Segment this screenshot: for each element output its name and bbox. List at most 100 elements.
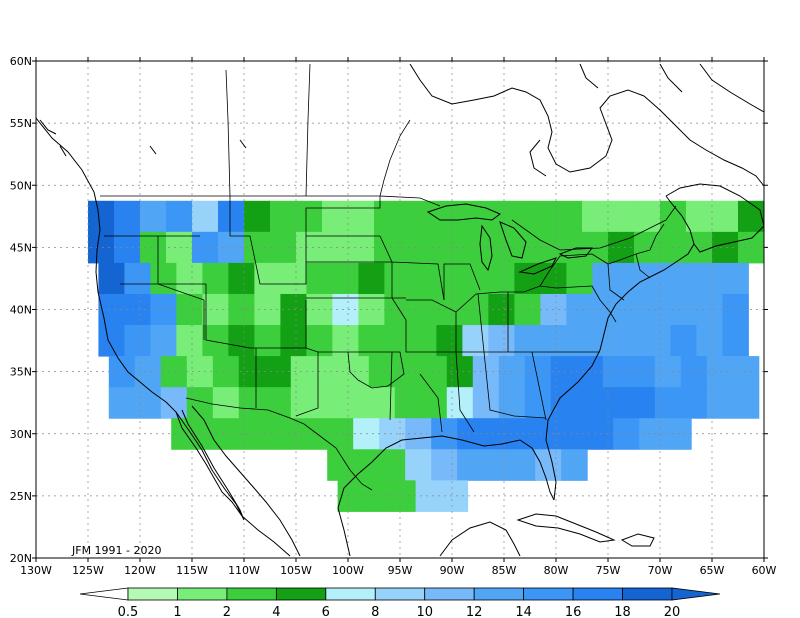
colorbar-label: 14 [515, 605, 532, 618]
lat-label: 55N [10, 117, 32, 130]
data-cell [634, 200, 661, 233]
political-borders [100, 63, 677, 491]
data-cell [696, 325, 723, 357]
colorbar-swatch [275, 587, 327, 601]
data-cell [712, 200, 739, 233]
data-cell [488, 262, 515, 295]
data-cell [88, 231, 115, 264]
colorbar-label: 20 [664, 605, 681, 618]
data-cell [530, 200, 557, 233]
lat-label: 45N [10, 241, 32, 254]
data-cell [566, 325, 593, 357]
gulf-coastline [337, 435, 555, 557]
northern-islands [579, 63, 765, 113]
data-cell [322, 200, 349, 233]
lat-label: 30N [10, 428, 32, 441]
lat-label: 25N [10, 490, 32, 503]
data-cell [582, 200, 609, 233]
data-cell [384, 262, 411, 295]
lat-label: 60N [10, 55, 32, 68]
data-cell [228, 262, 255, 295]
gulf-of-california [191, 405, 301, 557]
lon-label: 100W [332, 564, 364, 577]
data-cell [644, 325, 671, 357]
data-cell [212, 387, 240, 419]
data-cell [483, 449, 510, 481]
data-cell [264, 356, 292, 388]
colorbar-labels: 0.5 1 2 4 6 8 10 12 14 16 18 20 [118, 605, 681, 618]
data-cell [634, 231, 661, 264]
data-cell [114, 200, 141, 233]
lon-label: 65W [700, 564, 725, 577]
axis-ticks [32, 57, 768, 562]
colorbar-swatch [374, 587, 426, 601]
data-cell [576, 356, 604, 388]
data-cell [722, 262, 749, 295]
data-cell [410, 262, 437, 295]
data-cell [686, 200, 713, 233]
colorbar-swatch [424, 587, 475, 601]
data-cell [332, 262, 359, 295]
atlantic-coastline [545, 195, 695, 501]
data-cell [202, 325, 229, 357]
data-cell [186, 356, 214, 388]
data-cell [332, 325, 359, 357]
data-cell [88, 200, 115, 233]
data-cell [384, 325, 411, 357]
us-mexico-border [185, 397, 373, 491]
colorbar-label: 16 [565, 605, 582, 618]
coastlines [35, 63, 765, 557]
data-cell [98, 325, 125, 357]
lon-label: 115W [176, 564, 208, 577]
data-cell [670, 325, 697, 357]
data-cell [498, 387, 526, 419]
data-cell [509, 449, 536, 481]
colorbar-swatch [622, 587, 673, 601]
data-cell [566, 262, 593, 295]
data-cell [358, 262, 385, 295]
data-cell [535, 449, 562, 481]
baja-peninsula [175, 409, 245, 521]
data-cell [280, 293, 307, 326]
data-cell [358, 325, 385, 357]
data-cell [738, 200, 765, 233]
data-cell [244, 231, 271, 264]
data-cell [556, 200, 583, 233]
data-cell [712, 231, 739, 264]
colorbar [79, 587, 721, 601]
data-cell [327, 449, 354, 481]
lon-label: 80W [544, 564, 569, 577]
data-cell [254, 325, 281, 357]
labrador-coastline [643, 95, 765, 187]
data-cell [436, 325, 463, 357]
colorbar-label: 6 [322, 605, 330, 618]
data-cell [166, 231, 193, 264]
colorbar-swatch [177, 587, 228, 601]
data-cell [457, 449, 484, 481]
pacific-coastline [35, 117, 291, 557]
data-cell [654, 387, 682, 419]
data-cell [166, 200, 193, 233]
colorbar-label: 4 [272, 605, 280, 618]
cuba-outline [516, 513, 616, 543]
data-cell [670, 262, 697, 295]
data-cell [150, 325, 177, 357]
data-cell [670, 293, 697, 326]
colorbar-label: 1 [173, 605, 181, 618]
data-cell [254, 262, 281, 295]
lon-label: 75W [596, 564, 621, 577]
data-cell [176, 262, 203, 295]
state-borders-northeast [539, 223, 665, 323]
lat-label: 40N [10, 304, 32, 317]
period-caption: JFM 1991 - 2020 [71, 544, 162, 557]
data-cell [504, 200, 531, 233]
data-cell [410, 325, 437, 357]
data-cell [540, 325, 567, 357]
data-cell [420, 356, 448, 388]
lon-label: 120W [124, 564, 156, 577]
data-cell [722, 325, 749, 357]
data-cell [202, 293, 229, 326]
data-cell [628, 387, 656, 419]
lake-michigan [479, 224, 493, 272]
